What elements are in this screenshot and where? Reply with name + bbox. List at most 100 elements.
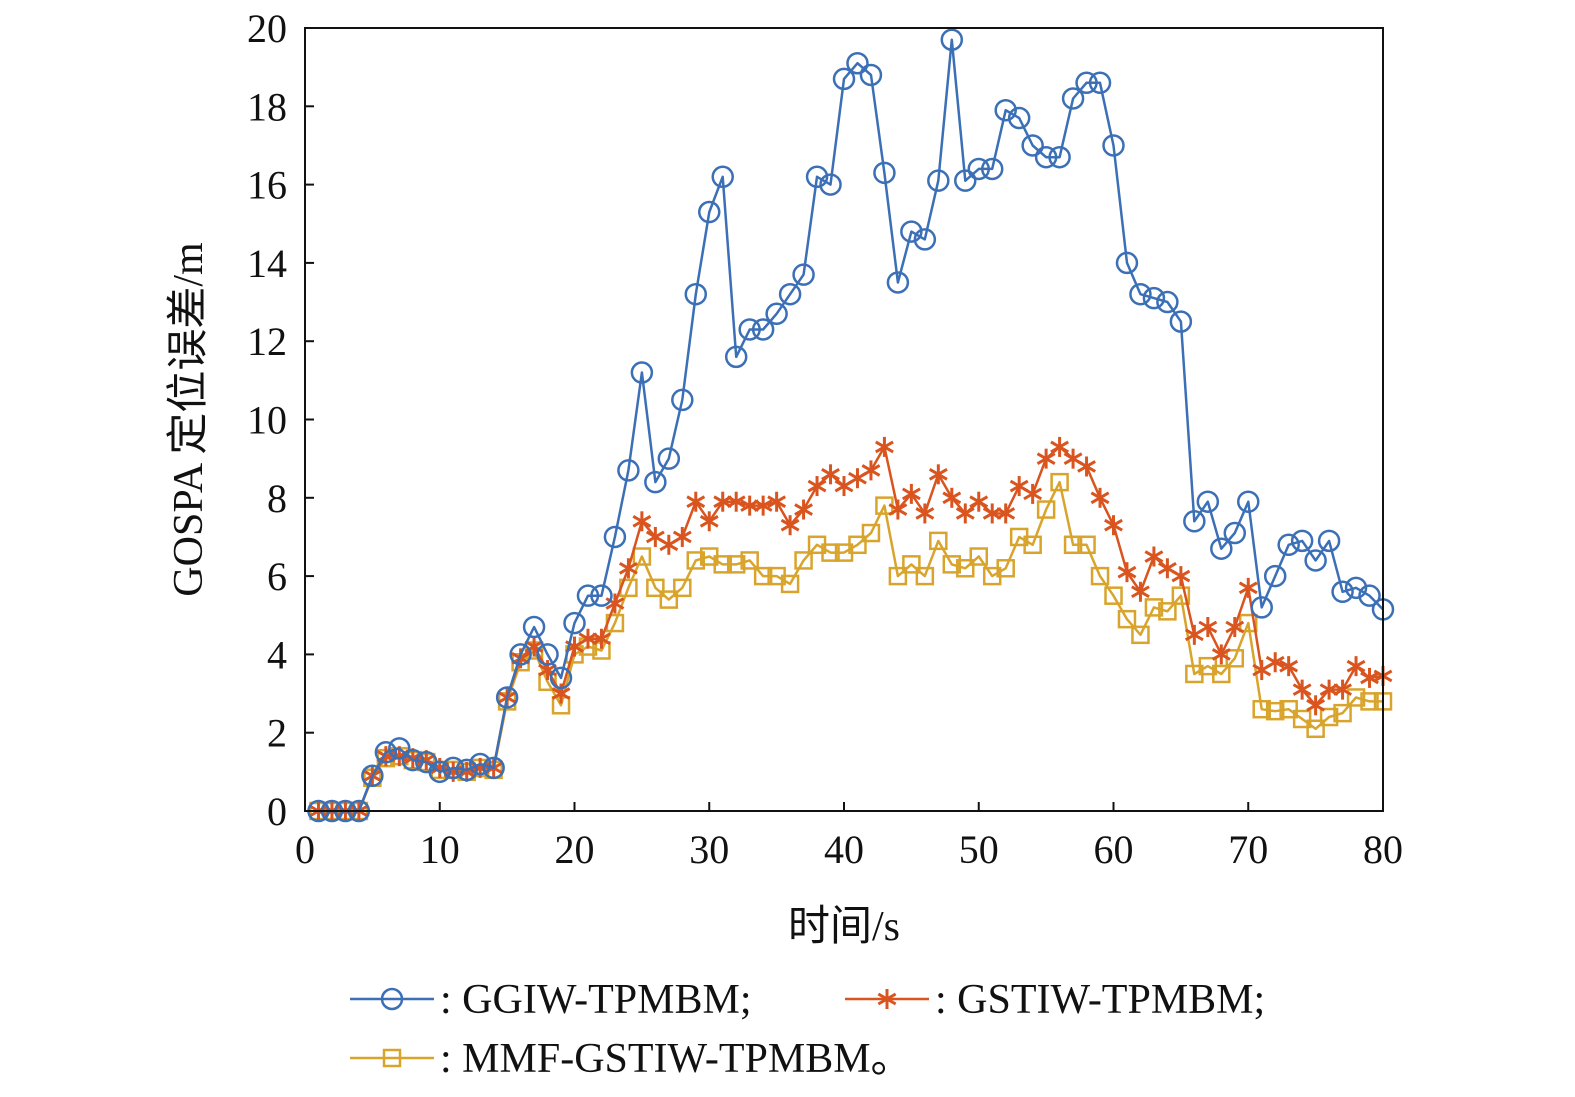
data-point — [1144, 546, 1164, 567]
data-point — [1250, 596, 1273, 619]
circle-marker-shape — [671, 388, 694, 412]
data-point — [1279, 656, 1299, 677]
data-point — [740, 551, 759, 570]
square-marker-shape — [713, 555, 732, 574]
square-marker-shape — [929, 531, 948, 551]
data-point — [888, 499, 908, 520]
data-point — [848, 535, 867, 555]
data-point — [927, 169, 950, 192]
square-marker-shape — [821, 543, 840, 562]
circle-marker-shape — [1196, 490, 1220, 513]
data-point — [955, 503, 975, 524]
square-marker-shape — [673, 578, 692, 598]
legend-swatch-marker — [877, 989, 897, 1009]
star-marker-stroke — [1265, 655, 1285, 669]
data-point — [1346, 656, 1366, 677]
circle-marker-shape — [684, 282, 708, 306]
circle-marker-shape — [1007, 106, 1031, 130]
data-point — [994, 98, 1017, 122]
star-marker-stroke — [1346, 659, 1366, 673]
circle-marker-shape — [1277, 533, 1300, 557]
data-point — [1077, 456, 1096, 477]
data-point — [832, 67, 856, 91]
star-marker-stroke — [901, 487, 921, 501]
x-axis: 0 10 20 30 40 50 60 70 80 — [295, 802, 1403, 872]
star-marker-stroke — [1171, 569, 1191, 583]
data-point — [980, 157, 1004, 181]
data-point — [1050, 472, 1069, 492]
data-point — [509, 643, 532, 666]
data-point — [1104, 586, 1123, 605]
data-point — [1171, 566, 1191, 587]
data-point — [1142, 286, 1166, 310]
star-marker-stroke — [807, 479, 827, 493]
y-tick-label: 0 — [267, 789, 287, 834]
data-point — [848, 468, 867, 489]
data-point — [1117, 609, 1137, 629]
data-point — [807, 476, 827, 497]
data-point — [1034, 145, 1058, 169]
circle-marker-shape — [603, 525, 627, 549]
star-marker-stroke — [659, 538, 679, 552]
star-marker-stroke — [1238, 581, 1258, 595]
square-marker-shape — [1212, 664, 1231, 684]
square-marker-shape — [1279, 699, 1298, 719]
square-marker-shape — [888, 566, 908, 586]
square-marker-shape — [726, 555, 746, 574]
star-marker-stroke — [1036, 452, 1056, 465]
data-point — [1088, 71, 1112, 95]
data-point — [861, 460, 881, 481]
data-point — [996, 503, 1016, 524]
square-marker-shape — [1158, 602, 1177, 621]
circle-marker-shape — [738, 318, 761, 341]
data-point — [1063, 535, 1083, 555]
square-marker-shape — [848, 535, 867, 555]
circle-marker-shape — [913, 228, 937, 251]
circle-marker-shape — [886, 271, 910, 294]
data-point — [1317, 529, 1341, 553]
data-point — [659, 590, 679, 609]
square-marker-shape — [1117, 609, 1137, 629]
data-point — [1050, 436, 1070, 457]
data-point — [1104, 515, 1123, 536]
star-marker-stroke — [848, 471, 867, 485]
circle-marker-shape — [1183, 510, 1206, 533]
circle-marker-shape — [832, 67, 856, 91]
square-marker-shape — [753, 566, 773, 586]
data-point — [753, 495, 773, 516]
data-point — [1007, 106, 1031, 130]
square-marker-shape — [1346, 688, 1366, 707]
star-marker-stroke — [942, 491, 962, 505]
data-point — [1358, 584, 1381, 607]
series-line — [318, 480, 1383, 813]
data-point — [441, 756, 465, 780]
circle-marker-shape — [1331, 580, 1354, 604]
data-point — [819, 173, 842, 196]
data-point — [1346, 688, 1366, 707]
square-marker-shape — [1104, 586, 1123, 605]
star-marker-stroke — [1306, 698, 1326, 712]
circle-marker-shape — [846, 51, 869, 75]
data-point — [969, 547, 988, 566]
data-point — [536, 643, 559, 666]
data-point — [388, 737, 411, 760]
square-marker-shape — [794, 551, 813, 570]
square-marker-shape — [1171, 586, 1191, 605]
data-point — [940, 28, 964, 51]
square-marker-shape — [902, 555, 921, 574]
star-marker-stroke — [1077, 460, 1096, 473]
circle-marker-shape — [522, 615, 546, 639]
circle-marker-shape — [401, 748, 425, 772]
star-marker-stroke — [1144, 550, 1164, 563]
circle-marker-shape — [1290, 529, 1314, 553]
legend-label: : MMF-GSTIW-TPMBM。 — [440, 1036, 913, 1082]
circle-marker-shape — [1034, 145, 1058, 169]
star-marker-stroke — [592, 632, 611, 646]
square-marker-shape — [740, 551, 759, 570]
circle-marker-shape — [940, 28, 964, 51]
plot-frame — [304, 27, 1384, 812]
y-tick-label: 2 — [267, 711, 287, 756]
star-marker-stroke — [821, 468, 840, 481]
data-point — [684, 282, 708, 306]
